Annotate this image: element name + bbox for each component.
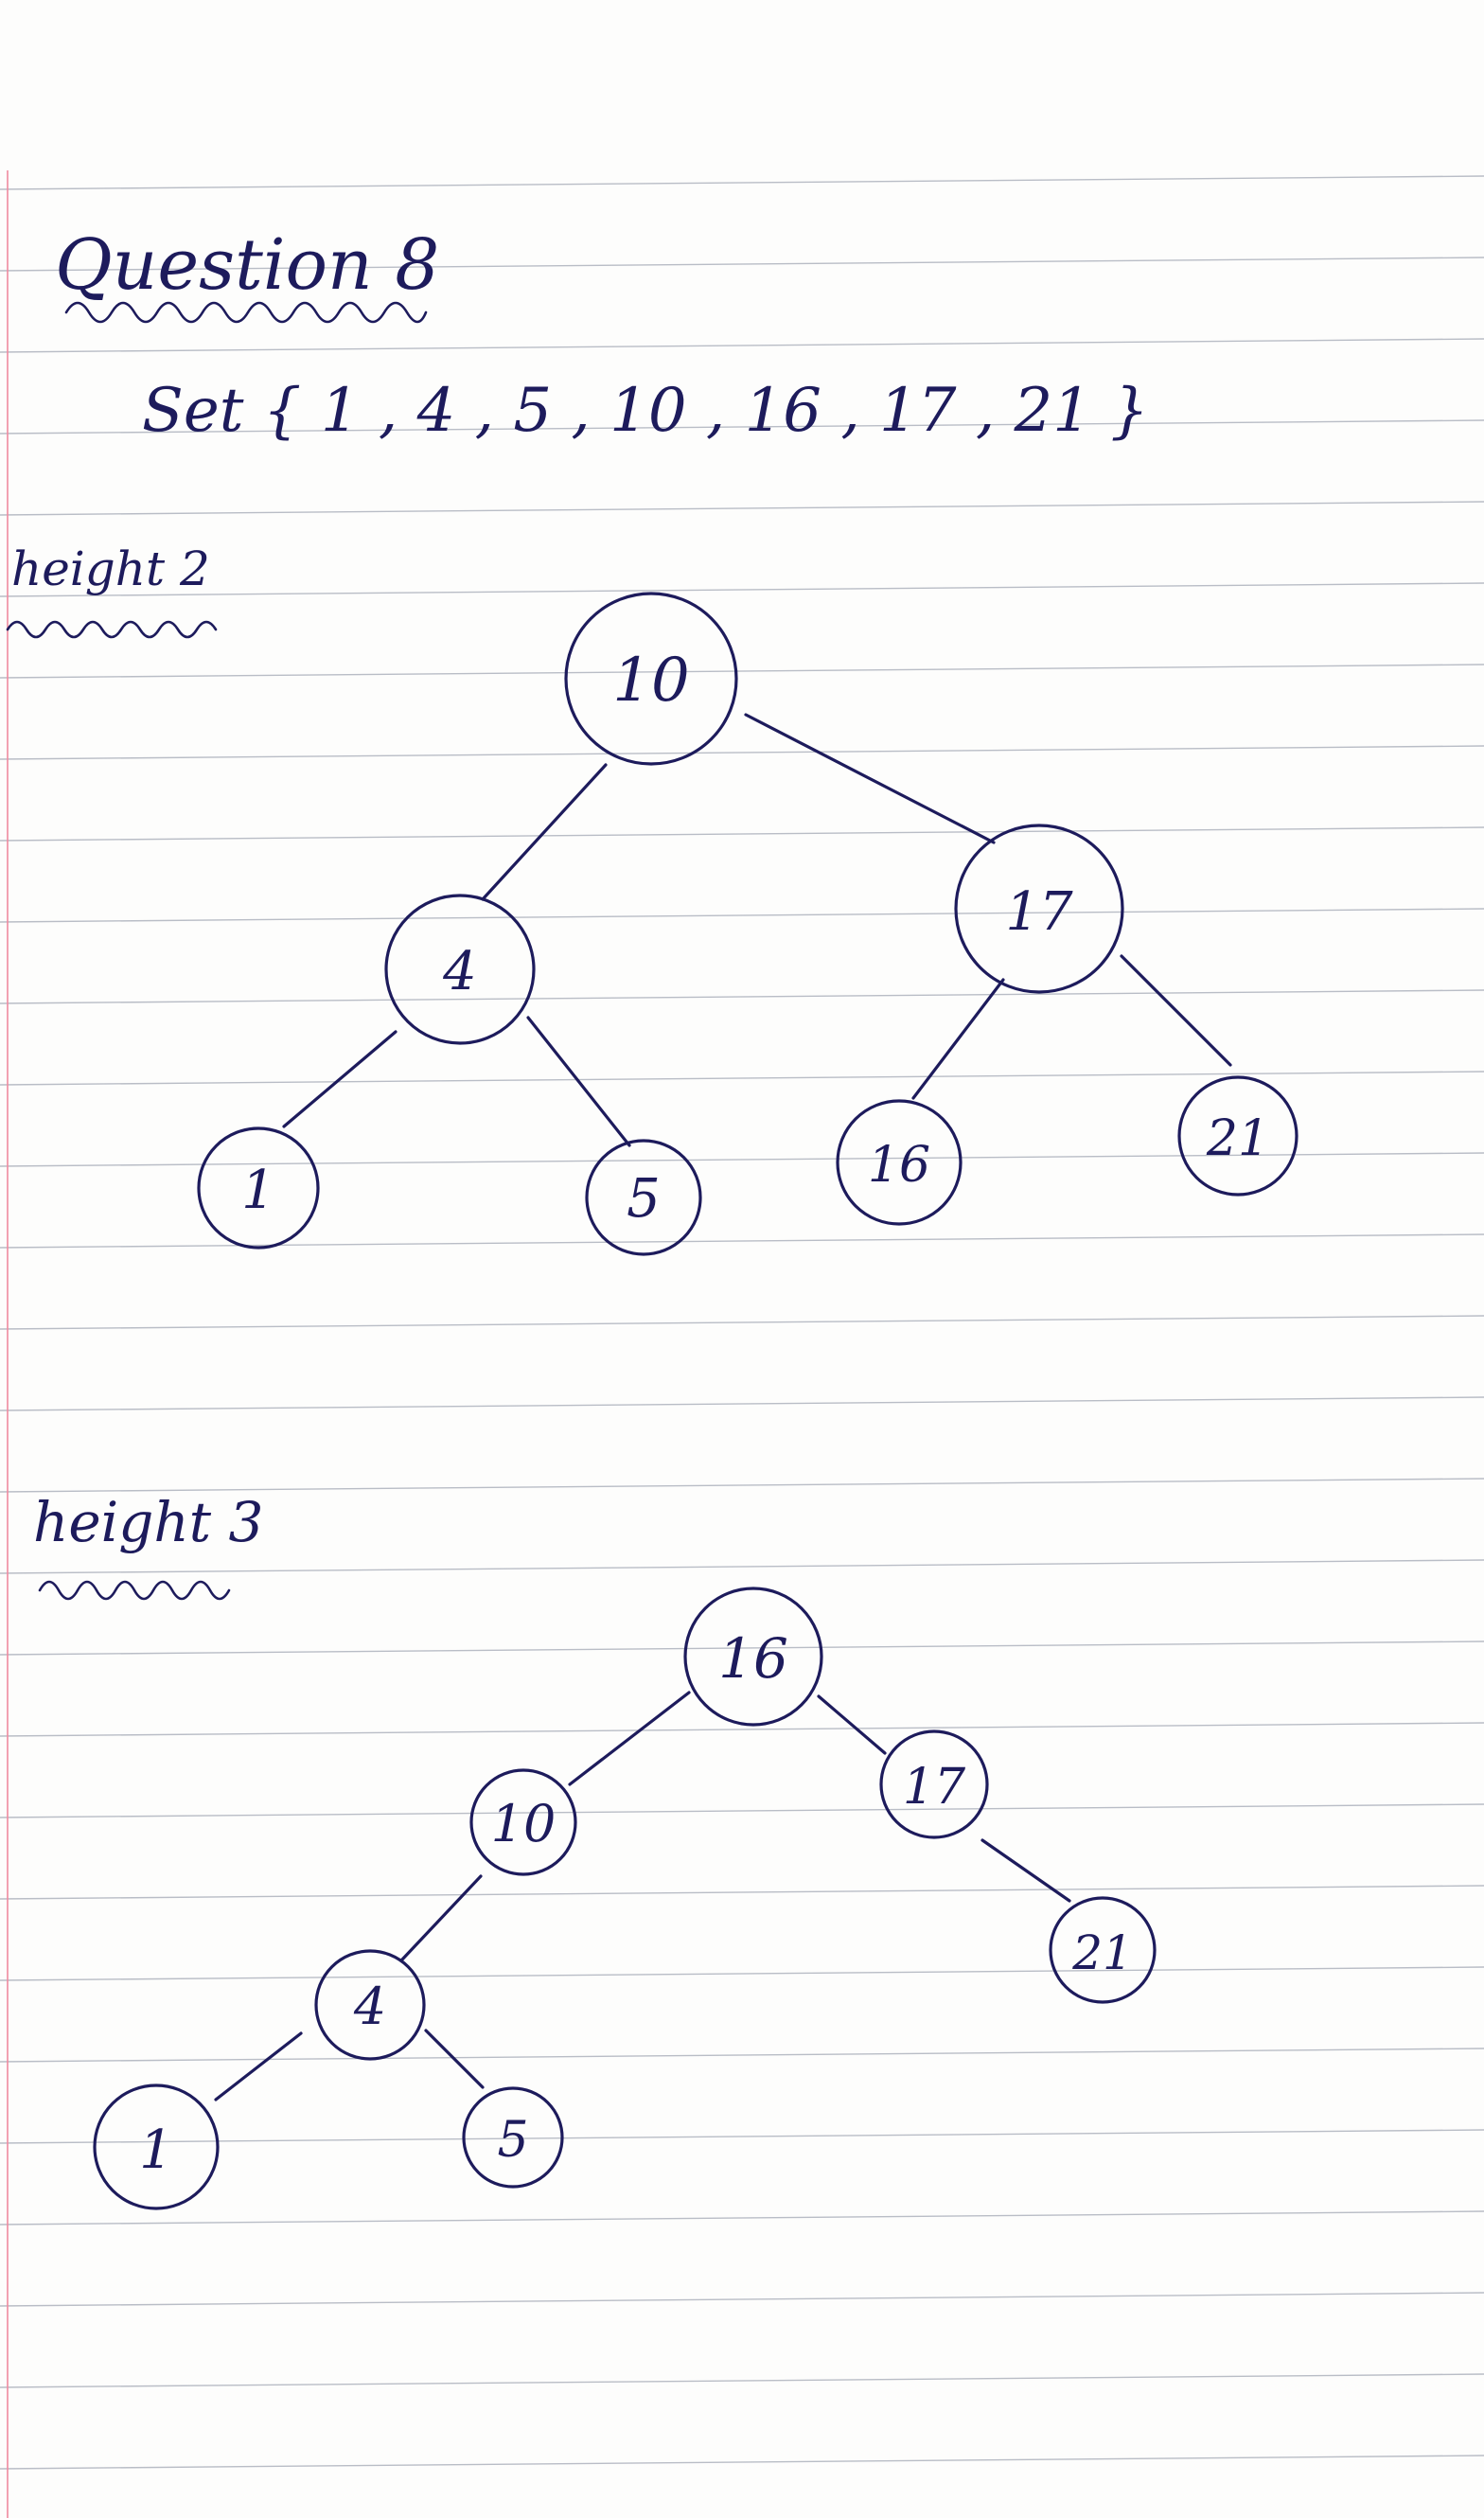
ruled-lines xyxy=(0,175,1484,2470)
svg-text:17: 17 xyxy=(1005,881,1073,943)
svg-text:21: 21 xyxy=(1071,1925,1133,1980)
tree2-edge xyxy=(214,2031,303,2101)
svg-text:17: 17 xyxy=(903,1759,966,1816)
tree2-edges xyxy=(214,1691,1071,2101)
set-definition: Set { 1 , 4 , 5 , 10 , 16 , 17 , 21 } xyxy=(142,376,1149,446)
ruled-line xyxy=(0,2129,1484,2144)
ruled-line xyxy=(0,419,1484,434)
tree2-label-squiggle xyxy=(38,1580,231,1601)
ruled-line xyxy=(0,1071,1484,1086)
tree1-node: 16 xyxy=(836,1099,963,1226)
tree1-edge xyxy=(911,978,1005,1100)
svg-text:5: 5 xyxy=(627,1168,661,1230)
svg-text:4: 4 xyxy=(442,941,477,1002)
ruled-line xyxy=(0,664,1484,679)
tree1-edges xyxy=(282,713,1232,1147)
tree1-label-squiggle xyxy=(6,620,218,639)
ruled-line xyxy=(0,1722,1484,1737)
tree2-node: 10 xyxy=(469,1768,577,1876)
ruled-line xyxy=(0,1396,1484,1411)
ruled-line xyxy=(0,1478,1484,1493)
ruled-line xyxy=(0,2373,1484,2388)
tree2-node: 5 xyxy=(462,2086,564,2189)
tree2-node: 21 xyxy=(1049,1896,1157,2004)
tree2-node: 4 xyxy=(314,1949,426,2061)
ruled-line xyxy=(0,1315,1484,1330)
tree1-node: 5 xyxy=(585,1139,702,1256)
ruled-line xyxy=(0,989,1484,1004)
tree2-edge xyxy=(400,1874,483,1961)
svg-text:4: 4 xyxy=(353,1977,386,2036)
svg-text:10: 10 xyxy=(612,646,689,716)
ruled-line xyxy=(0,826,1484,842)
ruled-line xyxy=(0,745,1484,760)
ruled-line xyxy=(0,1559,1484,1574)
ruled-line xyxy=(0,908,1484,923)
tree2-height-label: height 3 xyxy=(33,1490,263,1554)
ruled-line xyxy=(0,2292,1484,2307)
tree1-node: 21 xyxy=(1177,1075,1298,1197)
tree2-edge xyxy=(568,1691,691,1786)
svg-text:10: 10 xyxy=(491,1794,556,1853)
ruled-line xyxy=(0,1152,1484,1167)
ruled-line xyxy=(0,1803,1484,1818)
ruled-line xyxy=(0,257,1484,272)
tree2-node: 16 xyxy=(683,1587,823,1727)
ruled-line xyxy=(0,501,1484,516)
tree1-node: 10 xyxy=(564,592,738,766)
svg-text:16: 16 xyxy=(868,1137,930,1194)
tree2-edge xyxy=(817,1694,887,1755)
ruled-line xyxy=(0,175,1484,190)
ruled-line xyxy=(0,1640,1484,1656)
tree1-edge xyxy=(526,1016,631,1147)
svg-text:21: 21 xyxy=(1206,1110,1269,1167)
svg-text:1: 1 xyxy=(139,2119,173,2181)
tree2-node: 1 xyxy=(93,2084,220,2210)
ruled-line xyxy=(0,1966,1484,1981)
tree2-edge xyxy=(424,2029,485,2089)
svg-text:5: 5 xyxy=(497,2112,528,2169)
ruled-line xyxy=(0,338,1484,353)
ruled-line xyxy=(0,582,1484,597)
ruled-line xyxy=(0,2455,1484,2470)
ruled-line xyxy=(0,1885,1484,1900)
ruled-line xyxy=(0,2210,1484,2225)
tree1-edge xyxy=(744,713,996,844)
tree2-node: 17 xyxy=(879,1729,989,1839)
tree1-node: 17 xyxy=(954,824,1124,994)
question-title: Question 8 xyxy=(55,224,439,306)
tree1-edge xyxy=(282,1030,398,1128)
ruled-line xyxy=(0,2048,1484,2063)
tree2-edge xyxy=(980,1838,1071,1903)
tree1-edge xyxy=(1120,954,1232,1067)
tree1-node: 4 xyxy=(384,894,536,1045)
tree1-node: 1 xyxy=(197,1126,320,1250)
svg-text:16: 16 xyxy=(718,1626,788,1691)
title-underline-squiggle xyxy=(64,301,428,324)
tree1-edge xyxy=(481,763,608,901)
tree1-height-label: height 2 xyxy=(11,541,210,596)
svg-text:1: 1 xyxy=(241,1160,275,1221)
